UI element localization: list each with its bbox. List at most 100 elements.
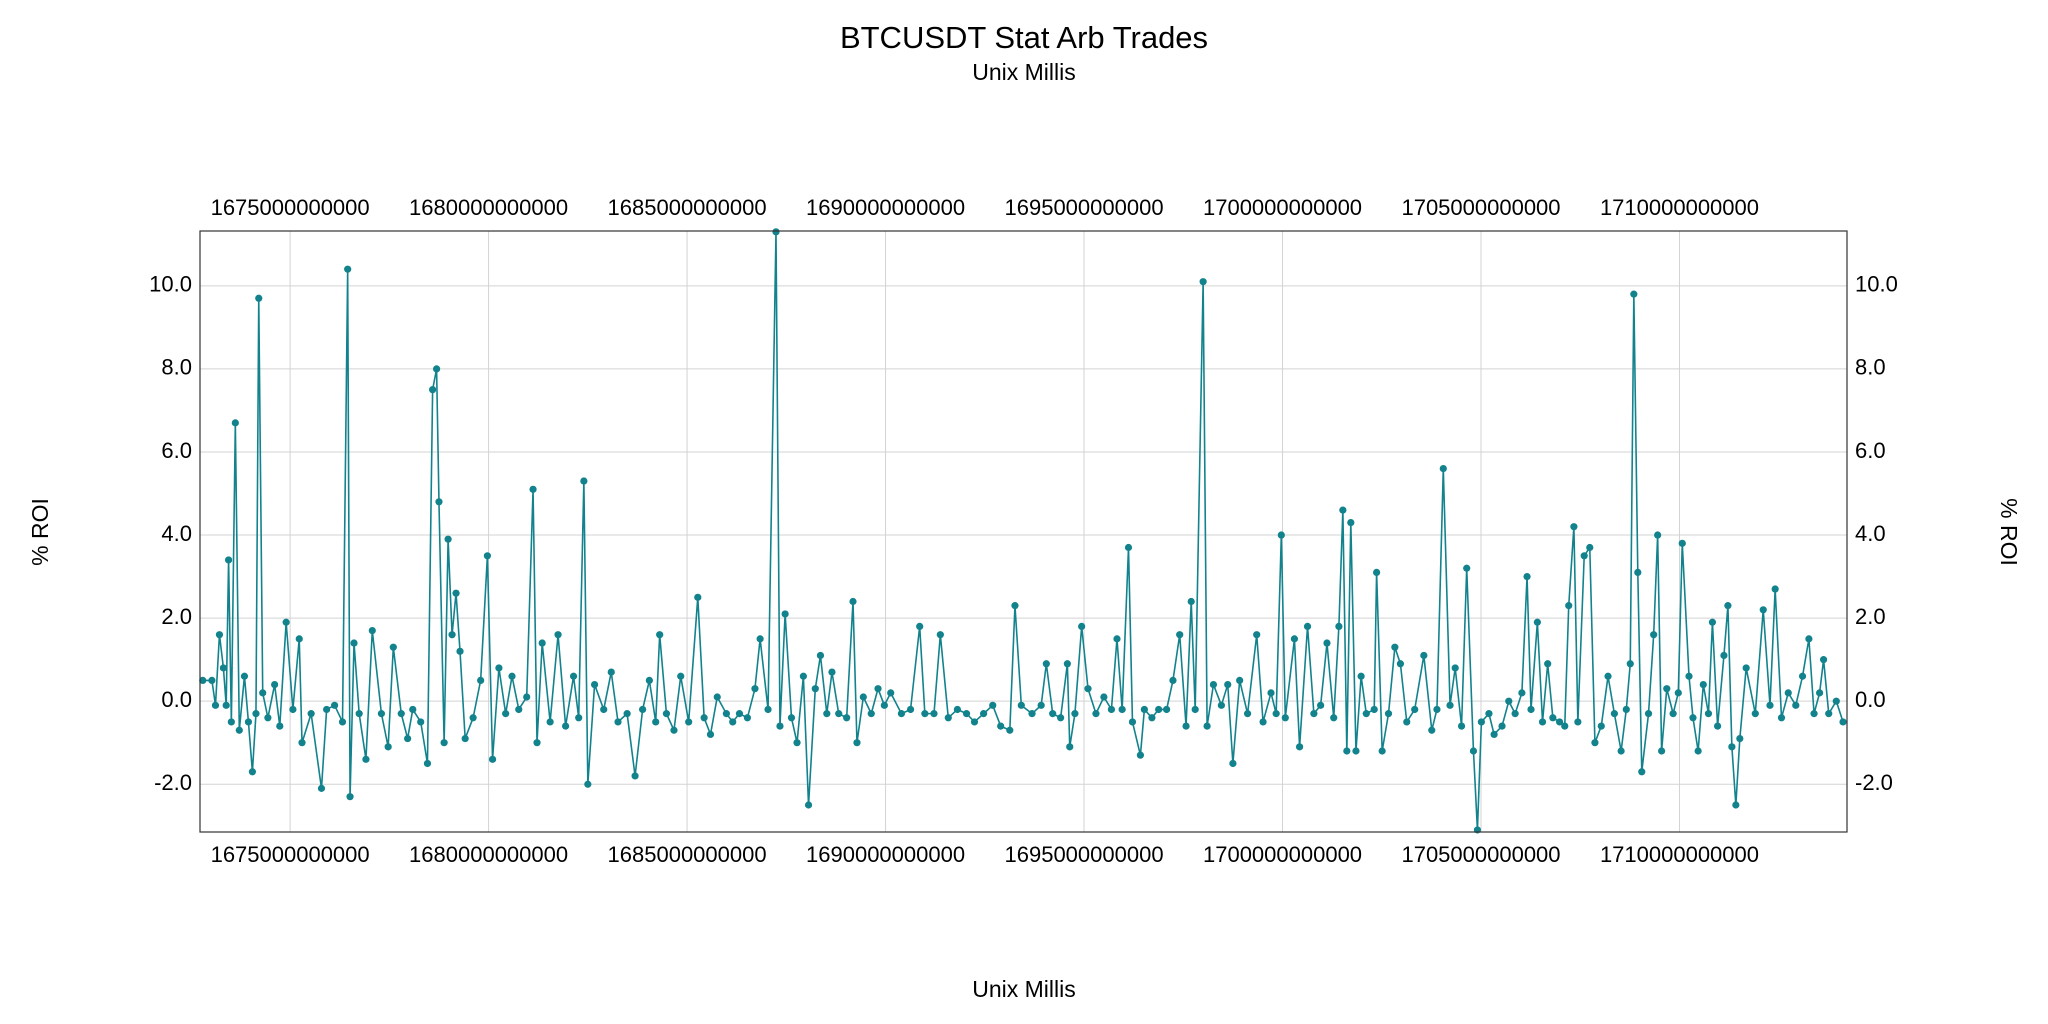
y-tick-label: 2.0 xyxy=(161,604,192,629)
data-point xyxy=(694,593,702,601)
data-point xyxy=(916,622,924,631)
data-point xyxy=(713,693,721,701)
y-axis-label: % ROI xyxy=(27,498,53,566)
data-point xyxy=(362,755,370,763)
data-point xyxy=(614,718,622,726)
data-point xyxy=(1169,676,1177,685)
data-point xyxy=(1810,710,1818,718)
data-point xyxy=(1498,722,1506,730)
data-point xyxy=(1669,710,1677,718)
data-point xyxy=(384,743,392,751)
y-tick-label: 8.0 xyxy=(161,355,192,380)
data-point xyxy=(1561,722,1569,730)
y-tick-label: 0.0 xyxy=(161,687,192,712)
data-point xyxy=(1699,680,1707,689)
data-point xyxy=(1155,705,1163,714)
data-point xyxy=(1277,531,1285,539)
data-point xyxy=(377,710,386,718)
data-point xyxy=(1317,701,1325,709)
data-point xyxy=(1272,710,1280,718)
data-point xyxy=(1357,672,1365,680)
data-point xyxy=(483,552,492,560)
data-point xyxy=(811,685,819,693)
data-point xyxy=(215,631,224,639)
data-point xyxy=(781,610,789,618)
data-point xyxy=(1439,464,1447,473)
data-point xyxy=(1544,660,1552,668)
data-point xyxy=(799,672,807,680)
data-point xyxy=(1451,664,1459,672)
data-point xyxy=(1017,701,1025,709)
data-point xyxy=(1253,631,1261,639)
data-point xyxy=(1217,701,1225,709)
data-point xyxy=(1330,714,1338,722)
data-point xyxy=(897,710,906,718)
data-point xyxy=(874,685,882,693)
data-point xyxy=(1259,718,1267,726)
x-tick-label: 1675000000000 xyxy=(211,842,370,867)
data-point xyxy=(317,784,326,792)
data-point xyxy=(1243,710,1252,718)
data-point xyxy=(1574,718,1582,726)
data-point xyxy=(1352,747,1360,755)
data-point xyxy=(700,714,708,722)
data-point xyxy=(1071,710,1079,718)
data-point xyxy=(1751,710,1759,718)
data-point xyxy=(1343,747,1351,755)
data-point xyxy=(1049,710,1057,718)
data-point xyxy=(346,793,354,801)
data-point xyxy=(1446,701,1454,709)
data-point xyxy=(1694,747,1702,755)
data-point xyxy=(1370,705,1378,714)
data-point xyxy=(264,714,272,722)
data-point xyxy=(1792,701,1800,709)
data-point xyxy=(1411,705,1419,714)
data-point xyxy=(600,705,608,714)
data-point xyxy=(1037,701,1045,709)
x-tick-label-top: 1700000000000 xyxy=(1203,195,1362,220)
data-point xyxy=(1199,278,1207,286)
x-tick-label-top: 1690000000000 xyxy=(806,195,965,220)
data-point xyxy=(1310,710,1318,718)
chart-title: BTCUSDT Stat Arb Trades xyxy=(840,20,1208,55)
data-point xyxy=(448,631,456,639)
data-point xyxy=(1229,759,1237,768)
data-point xyxy=(1708,618,1717,626)
data-point xyxy=(1654,531,1662,539)
x-tick-label-top: 1695000000000 xyxy=(1005,195,1164,220)
data-point xyxy=(1591,739,1599,747)
data-point xyxy=(295,635,303,643)
data-point xyxy=(1347,518,1355,527)
data-point xyxy=(1063,660,1071,668)
data-point xyxy=(1191,705,1199,714)
data-point xyxy=(962,710,971,718)
data-point xyxy=(240,672,249,680)
x-tick-label: 1710000000000 xyxy=(1600,842,1759,867)
data-point xyxy=(368,626,376,635)
data-point xyxy=(1028,710,1036,718)
data-point xyxy=(921,710,929,718)
data-point xyxy=(1685,672,1693,680)
data-point xyxy=(456,647,464,655)
data-point xyxy=(823,710,831,718)
data-point xyxy=(1704,710,1713,718)
data-point xyxy=(523,693,531,701)
data-point xyxy=(1042,660,1050,668)
data-point xyxy=(843,714,851,722)
data-point xyxy=(685,718,693,726)
data-point xyxy=(469,714,477,722)
data-point xyxy=(1626,660,1634,668)
data-point xyxy=(772,228,780,236)
data-point xyxy=(1209,680,1218,689)
data-point xyxy=(1323,639,1331,647)
data-point xyxy=(1604,672,1612,680)
data-point xyxy=(435,498,443,506)
data-point xyxy=(1092,710,1100,718)
data-point xyxy=(930,710,938,718)
data-point xyxy=(546,718,554,726)
data-point xyxy=(298,739,306,747)
data-point xyxy=(1057,714,1065,722)
data-point xyxy=(1303,622,1312,631)
data-point xyxy=(722,710,730,718)
